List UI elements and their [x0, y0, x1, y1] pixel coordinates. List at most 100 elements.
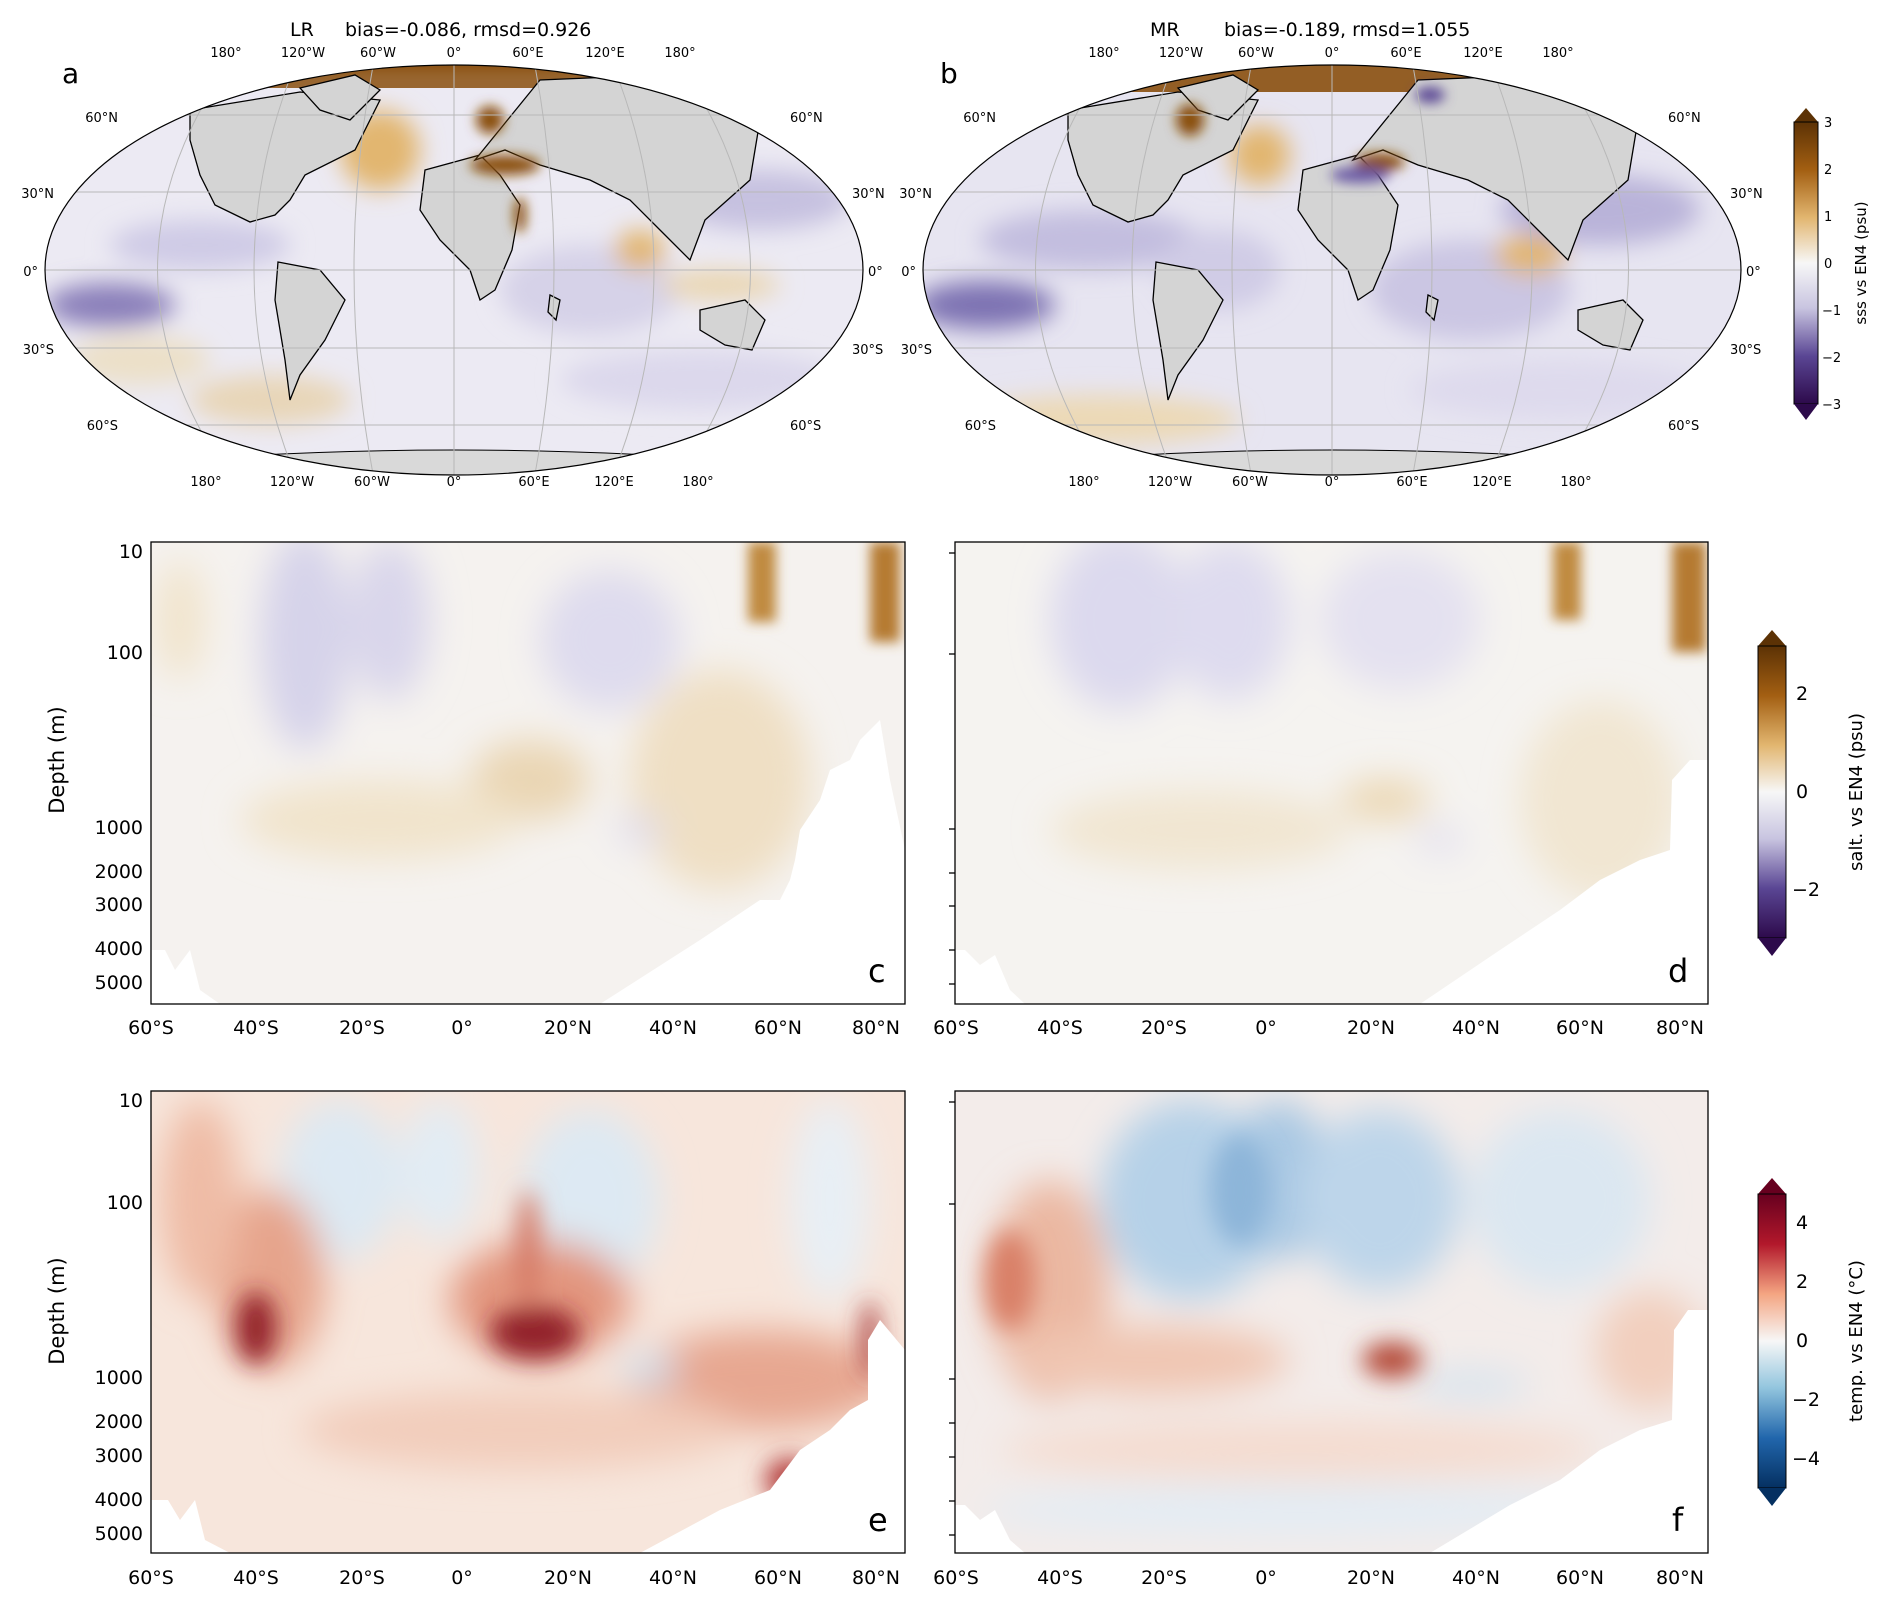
x-tick: 40°N [649, 1567, 697, 1589]
panel-c: c Depth (m) 10 100 1000 2000 3000 4000 5… [45, 541, 906, 1039]
panel-a-title-stats: bias=-0.086, rmsd=0.926 [345, 19, 591, 41]
x-tick: 40°S [1037, 1567, 1083, 1589]
y-tick: 10 [119, 1090, 143, 1112]
panel-a-right-lat-ticks: 60°N 30°N 0° 30°S 60°S [790, 111, 885, 434]
panel-a-left-lat-ticks: 60°N 30°N 0° 30°S 60°S [21, 111, 118, 434]
y-tick: 100 [107, 1192, 143, 1214]
x-tick: 20°S [339, 1017, 385, 1039]
x-tick: 20°N [544, 1567, 592, 1589]
colorbar-salt-ticks: 2 0 −2 [1792, 683, 1820, 901]
lat-tick: 30°S [23, 343, 54, 358]
lat-tick: 60°N [790, 111, 823, 126]
lon-tick: 180° [210, 46, 241, 61]
lon-tick: 60°E [1390, 46, 1421, 61]
x-tick: 0° [451, 1017, 473, 1039]
x-tick: 20°S [1141, 1567, 1187, 1589]
panel-c-xticks: 60°S 40°S 20°S 0° 20°N 40°N 60°N 80°N [128, 1017, 900, 1039]
cb-tick: −2 [1792, 1389, 1820, 1411]
y-tick: 2000 [95, 861, 143, 883]
cb-tick: 4 [1796, 1212, 1808, 1234]
colorbar-sss-label: sss vs EN4 (psu) [1852, 201, 1870, 324]
lon-tick: 120°E [594, 475, 634, 490]
panel-d-letter: d [1668, 952, 1688, 990]
x-tick: 20°N [544, 1017, 592, 1039]
x-tick: 60°N [754, 1567, 802, 1589]
x-tick: 0° [1255, 1017, 1277, 1039]
cb-tick: 2 [1824, 163, 1832, 178]
lat-tick: 0° [1746, 265, 1761, 280]
cb-tick: 3 [1824, 116, 1832, 131]
cb-tick: 2 [1796, 1271, 1808, 1293]
cb-tick: −2 [1792, 879, 1820, 901]
x-tick: 60°N [754, 1017, 802, 1039]
x-tick: 60°S [128, 1567, 174, 1589]
x-tick: 40°S [233, 1017, 279, 1039]
lon-tick: 60°E [518, 475, 549, 490]
panel-e-ylabel: Depth (m) [45, 1257, 69, 1364]
panel-c-yticks: 10 100 1000 2000 3000 4000 5000 [95, 541, 143, 994]
lat-tick: 30°N [852, 187, 885, 202]
lon-tick: 60°E [512, 46, 543, 61]
x-tick: 20°N [1347, 1567, 1395, 1589]
colorbar-salt: 2 0 −2 salt. vs EN4 (psu) [1757, 630, 1867, 956]
lon-tick: 180° [1542, 46, 1573, 61]
x-tick: 40°N [1452, 1567, 1500, 1589]
panel-c-letter: c [868, 952, 886, 990]
panel-e: e Depth (m) 10 100 1000 2000 3000 4000 5… [45, 1090, 906, 1589]
x-tick: 0° [451, 1567, 473, 1589]
cb-tick: −3 [1822, 398, 1841, 413]
panel-b-bottom-lon-ticks: 180° 120°W 60°W 0° 60°E 120°E 180° [1068, 475, 1591, 490]
y-tick: 3000 [95, 1445, 143, 1467]
cb-tick: 1 [1824, 210, 1832, 225]
y-tick: 5000 [95, 1523, 143, 1545]
colorbar-temp-label: temp. vs EN4 (°C) [1846, 1260, 1867, 1422]
lon-tick: 0° [1325, 475, 1340, 490]
lon-tick: 120°W [281, 46, 325, 61]
lat-tick: 60°S [1668, 419, 1699, 434]
lon-tick: 120°E [585, 46, 625, 61]
x-tick: 80°N [1656, 1017, 1704, 1039]
panel-e-yticks: 10 100 1000 2000 3000 4000 5000 [95, 1090, 143, 1545]
panel-b-letter: b [940, 57, 958, 90]
panel-a: a LR bias=-0.086, rmsd=0.926 180° 120°W … [21, 19, 885, 490]
lon-tick: 120°W [1148, 475, 1192, 490]
lon-tick: 60°W [1238, 46, 1274, 61]
x-tick: 40°S [233, 1567, 279, 1589]
panel-b-top-lon-ticks: 180° 120°W 60°W 0° 60°E 120°E 180° [1088, 46, 1573, 61]
lat-tick: 60°N [963, 111, 996, 126]
x-tick: 40°N [1452, 1017, 1500, 1039]
y-tick: 3000 [95, 894, 143, 916]
lon-tick: 120°E [1463, 46, 1503, 61]
cb-tick: 0 [1824, 257, 1832, 272]
colorbar-temp: 4 2 0 −2 −4 temp. vs EN4 (°C) [1757, 1178, 1867, 1506]
x-tick: 60°S [933, 1567, 979, 1589]
panel-b-left-lat-ticks: 60°N 30°N 0° 30°S 60°S [899, 111, 996, 434]
y-tick: 4000 [95, 1489, 143, 1511]
lat-tick: 30°N [1730, 187, 1763, 202]
panel-d: d 60°S 40°S 20°S 0° 20°N 40°N 60°N 80°N [933, 541, 1709, 1039]
panel-f-xticks: 60°S 40°S 20°S 0° 20°N 40°N 60°N 80°N [933, 1567, 1704, 1589]
lat-tick: 30°S [852, 343, 883, 358]
panel-f-y-tickmarks [949, 1101, 955, 1536]
lon-tick: 180° [664, 46, 695, 61]
lon-tick: 60°W [360, 46, 396, 61]
colorbar-temp-ticks: 4 2 0 −2 −4 [1792, 1212, 1820, 1470]
x-tick: 20°S [1141, 1017, 1187, 1039]
y-tick: 5000 [95, 972, 143, 994]
lat-tick: 30°S [1730, 343, 1761, 358]
lon-tick: 180° [1068, 475, 1099, 490]
lat-tick: 60°S [87, 419, 118, 434]
x-tick: 40°N [649, 1017, 697, 1039]
x-tick: 60°S [128, 1017, 174, 1039]
panel-b: b MR bias=-0.189, rmsd=1.055 180° 120°W … [899, 19, 1763, 490]
panel-a-title-model: LR [290, 19, 314, 41]
lon-tick: 60°W [354, 475, 390, 490]
x-tick: 80°N [852, 1017, 900, 1039]
x-tick: 60°N [1556, 1017, 1604, 1039]
panel-a-top-lon-ticks: 180° 120°W 60°W 0° 60°E 120°E 180° [210, 46, 695, 61]
lon-tick: 180° [682, 475, 713, 490]
lon-tick: 120°W [1159, 46, 1203, 61]
cb-tick: 0 [1796, 781, 1808, 803]
lat-tick: 60°N [1668, 111, 1701, 126]
